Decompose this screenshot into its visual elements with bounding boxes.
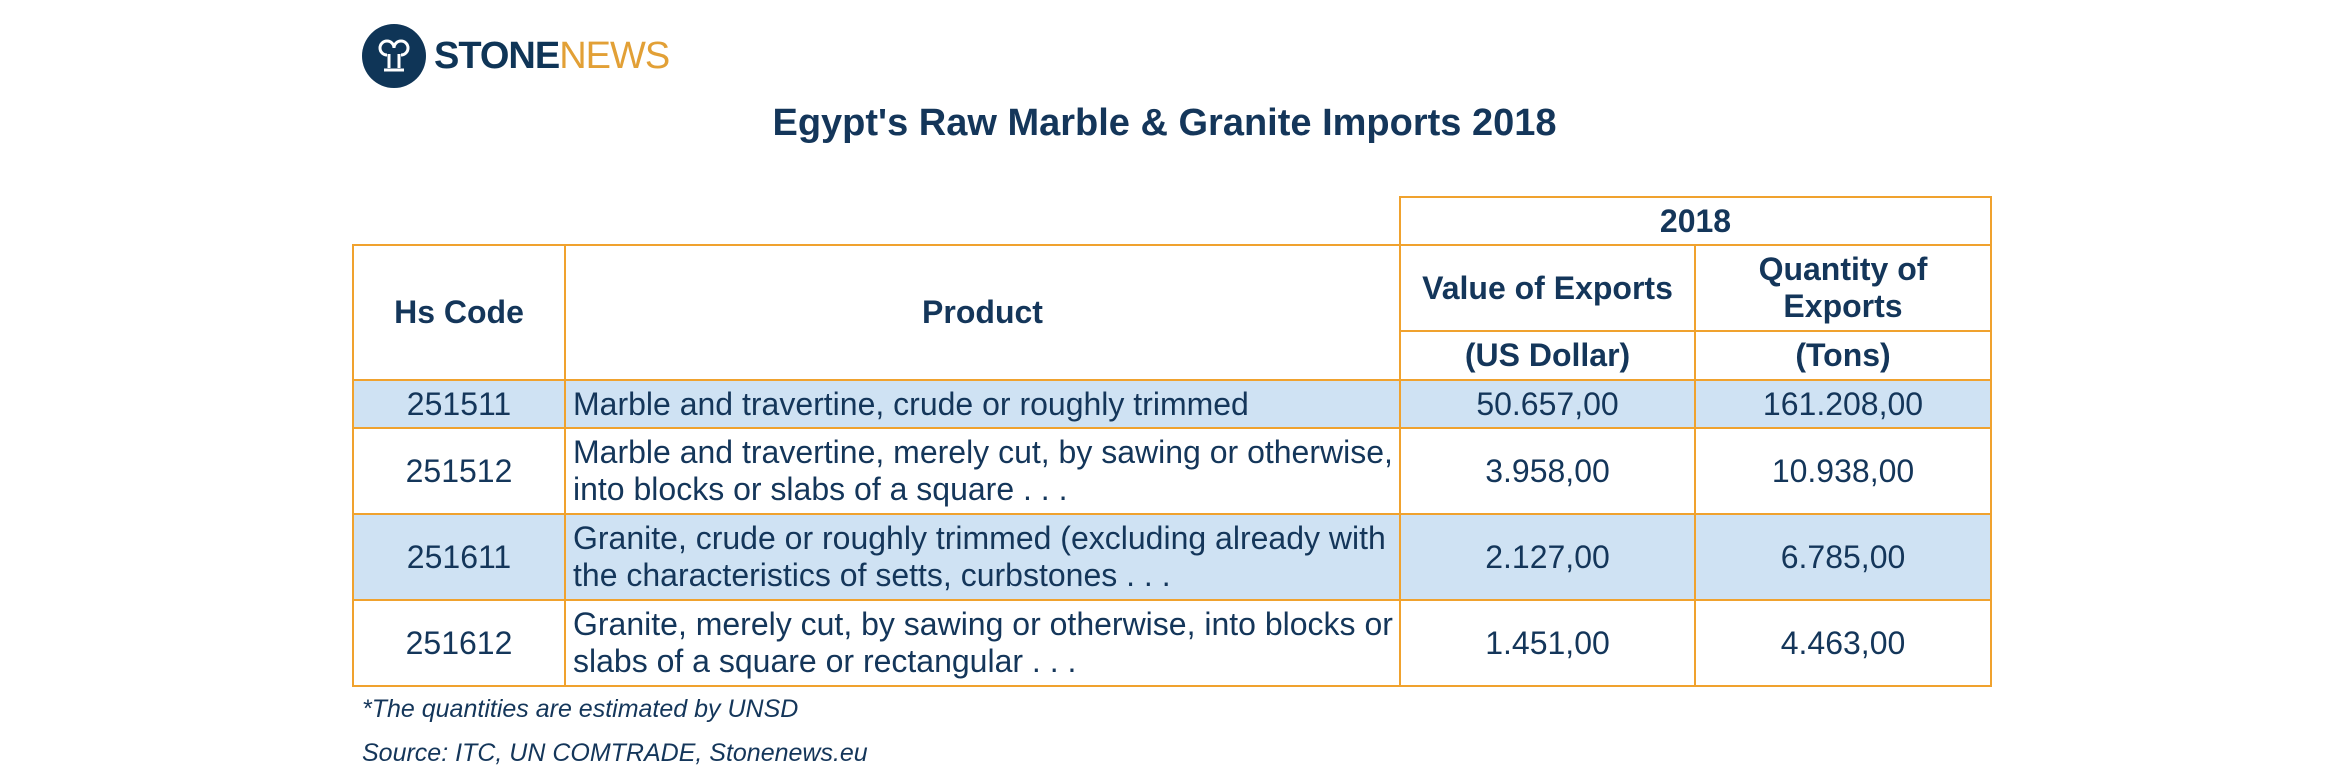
imports-table: 2018 Hs Code Product Value of Exports Qu… — [352, 196, 1992, 687]
value-cell: 1.451,00 — [1399, 599, 1696, 687]
table-row: 251511 Marble and travertine, crude or r… — [352, 379, 1992, 429]
stonenews-column-logo-icon — [362, 24, 426, 88]
hs-code-cell: 251611 — [352, 513, 566, 601]
table-row: 251611 Granite, crude or roughly trimmed… — [352, 513, 1992, 601]
value-header: Value of Exports — [1399, 244, 1696, 332]
table-unit-row: (US Dollar) (Tons) — [353, 330, 1992, 381]
product-cell: Marble and travertine, merely cut, by sa… — [564, 427, 1401, 515]
quantity-cell: 6.785,00 — [1694, 513, 1992, 601]
value-cell: 2.127,00 — [1399, 513, 1696, 601]
table-year-header-row: 2018 — [353, 196, 1992, 246]
hs-code-cell: 251612 — [352, 599, 566, 687]
hs-code-cell: 251511 — [352, 379, 566, 429]
quantity-cell: 10.938,00 — [1694, 427, 1992, 515]
source-note: Source: ITC, UN COMTRADE, Stonenews.eu — [362, 739, 868, 767]
quantity-unit-header: (Tons) — [1694, 330, 1992, 381]
page-title: Egypt's Raw Marble & Granite Imports 201… — [772, 102, 1557, 144]
footnote: *The quantities are estimated by UNSD — [362, 695, 799, 723]
hs-code-cell: 251512 — [352, 427, 566, 515]
year-header: 2018 — [1399, 196, 1992, 246]
logo-stone-text: STONE — [434, 35, 560, 77]
quantity-cell: 161.208,00 — [1694, 379, 1992, 429]
value-unit-header: (US Dollar) — [1399, 330, 1696, 381]
stonenews-logo: STONENEWS — [362, 24, 670, 88]
product-cell: Granite, crude or roughly trimmed (exclu… — [564, 513, 1401, 601]
product-cell: Marble and travertine, crude or roughly … — [564, 379, 1401, 429]
value-cell: 3.958,00 — [1399, 427, 1696, 515]
value-cell: 50.657,00 — [1399, 379, 1696, 429]
product-cell: Granite, merely cut, by sawing or otherw… — [564, 599, 1401, 687]
table-row: 251612 Granite, merely cut, by sawing or… — [352, 599, 1992, 687]
quantity-header: Quantity of Exports — [1694, 244, 1992, 332]
stonenews-wordmark: STONENEWS — [434, 35, 670, 77]
quantity-cell: 4.463,00 — [1694, 599, 1992, 687]
table-header-row: Hs Code Product Value of Exports Quantit… — [352, 244, 1992, 381]
hs-code-header: Hs Code — [352, 244, 566, 381]
product-header: Product — [564, 244, 1401, 381]
logo-news-text: NEWS — [559, 35, 670, 77]
blank-cell — [353, 197, 1400, 245]
table-row: 251512 Marble and travertine, merely cut… — [352, 427, 1992, 515]
